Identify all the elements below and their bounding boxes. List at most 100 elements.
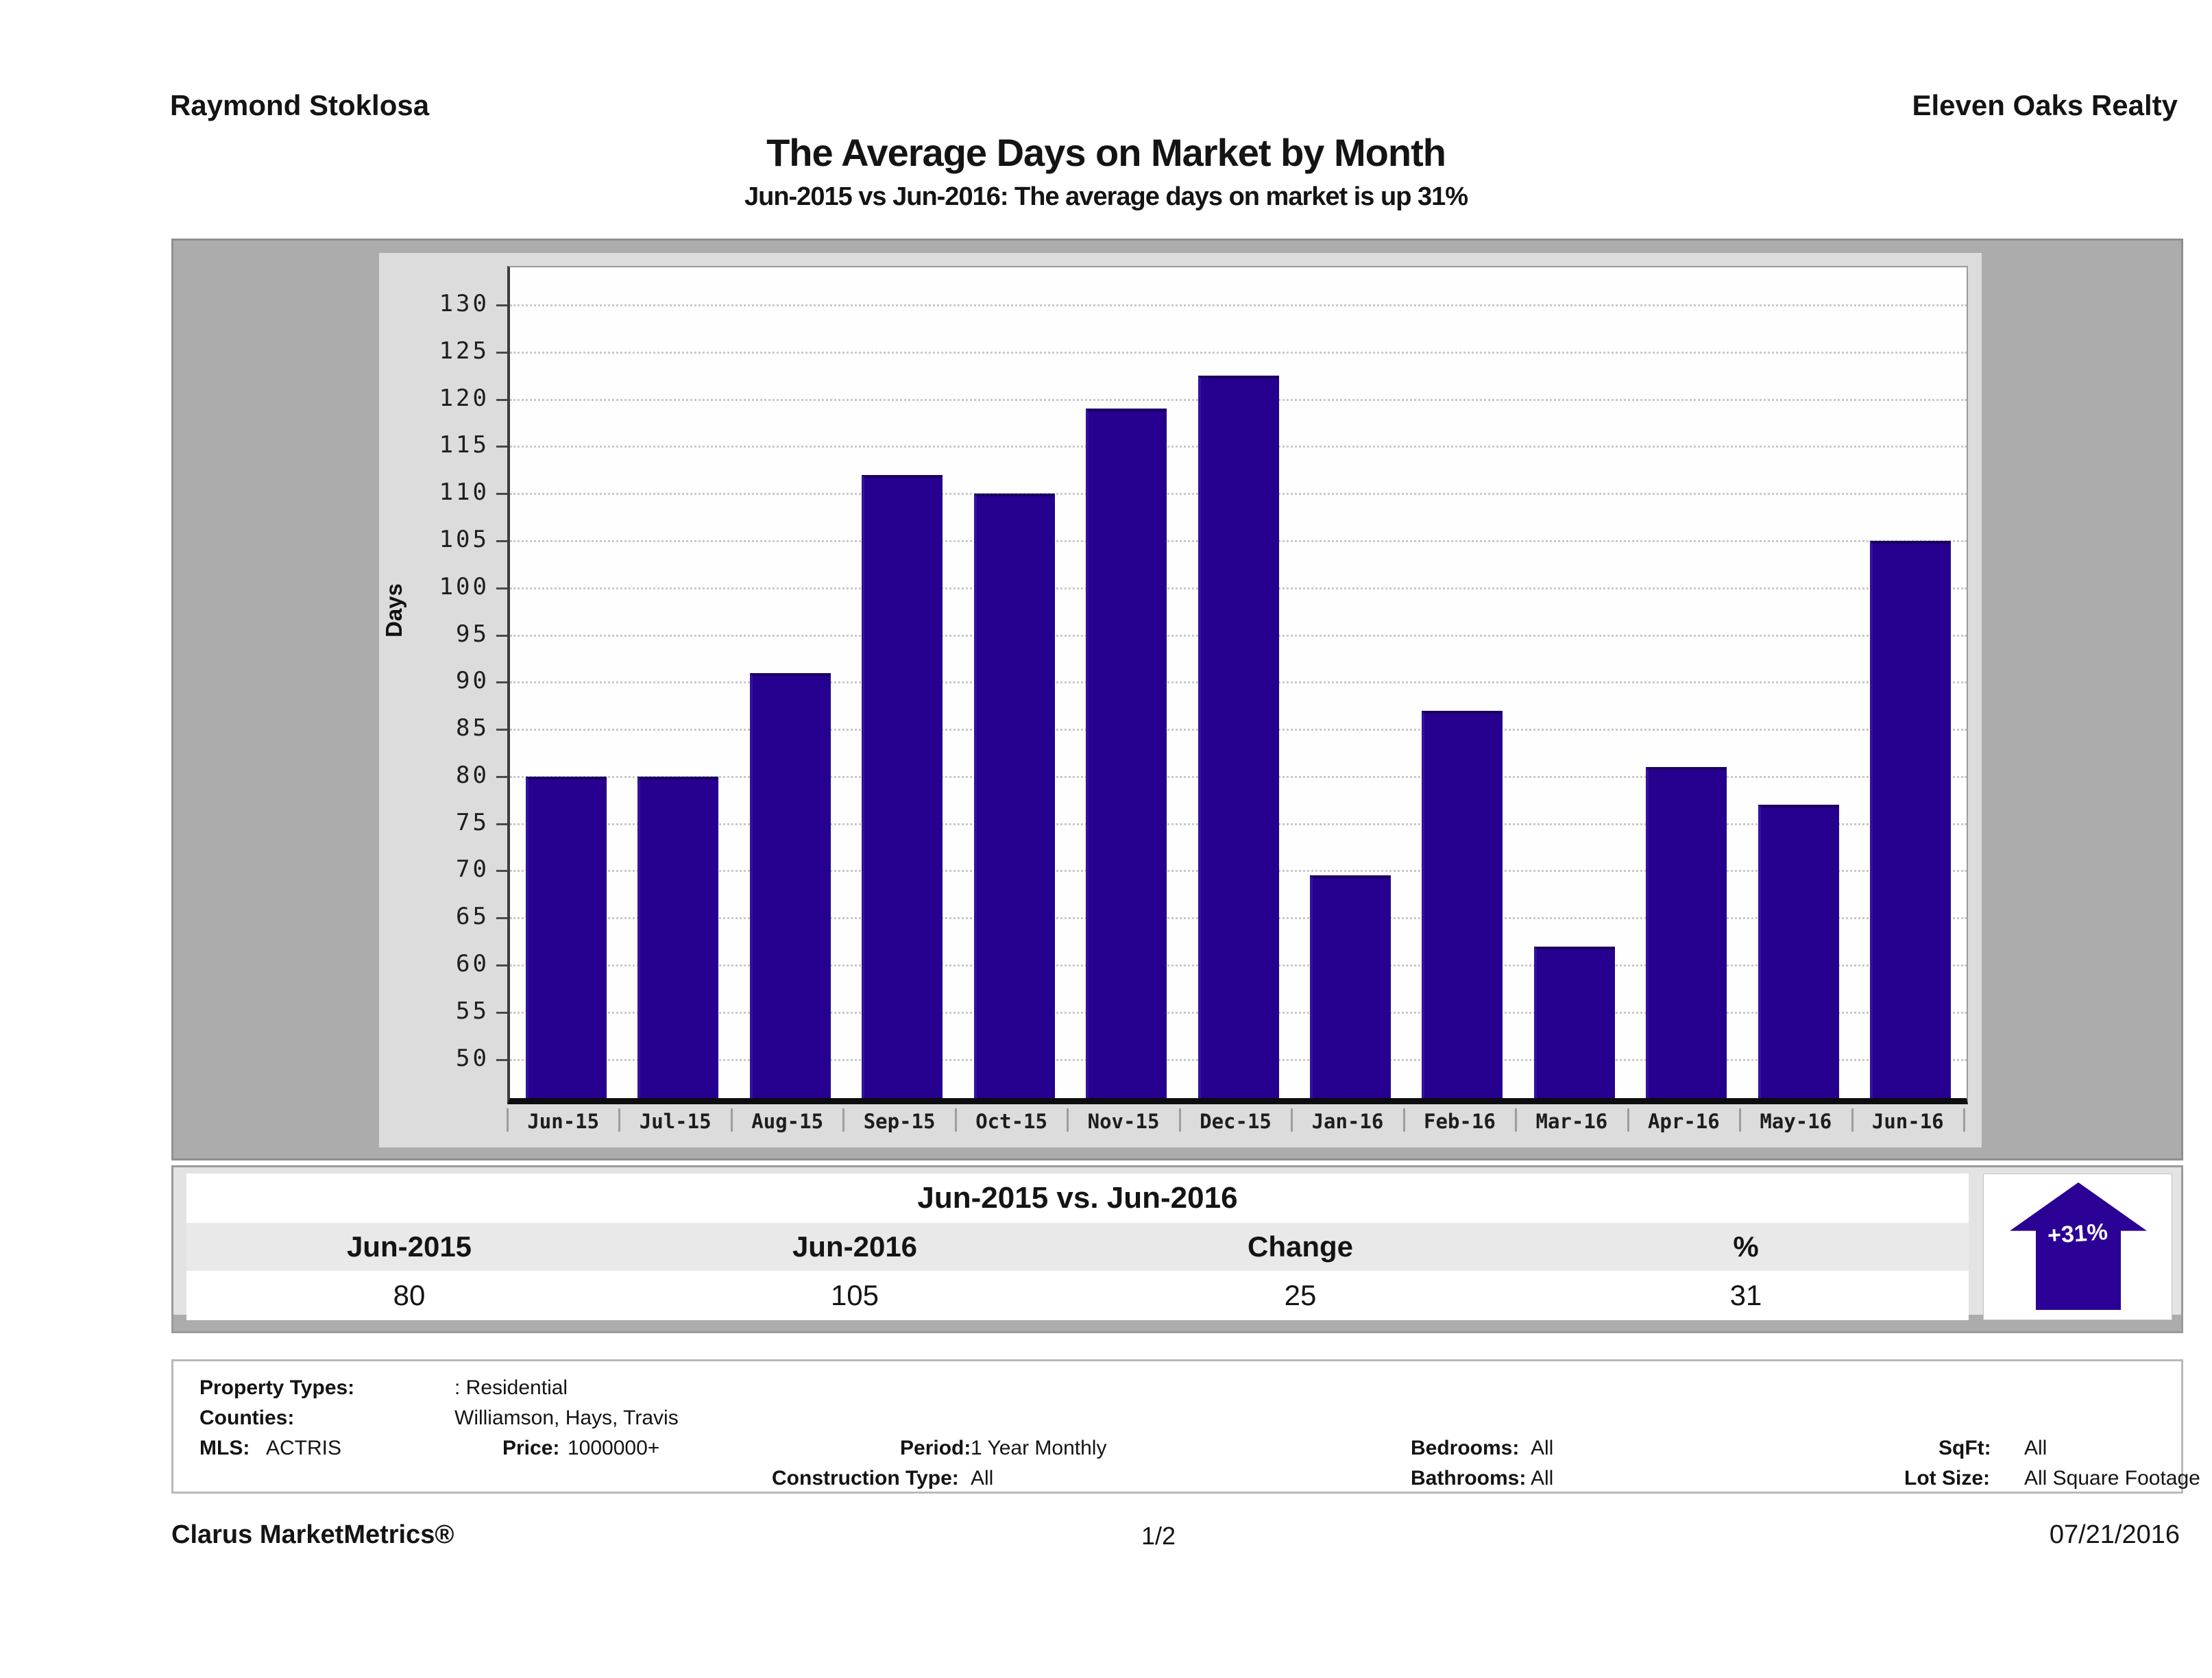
price-label: Price: xyxy=(502,1437,560,1459)
counties-label: Counties: xyxy=(199,1407,295,1429)
bar-Dec-15 xyxy=(1198,376,1279,1098)
x-tick-label-Mar-16: Mar-16 xyxy=(1535,1110,1608,1133)
bedrooms-value: All xyxy=(1531,1437,1554,1459)
y-tick-mark-110 xyxy=(496,493,507,496)
y-tick-mark-75 xyxy=(496,823,507,825)
y-tick-label-75: 75 xyxy=(456,808,489,836)
bar-Jan-16 xyxy=(1309,875,1391,1098)
bar-Jun-15 xyxy=(525,776,607,1098)
x-tick-label-Sep-15: Sep-15 xyxy=(863,1110,936,1133)
bar-Jun-16 xyxy=(1870,540,1952,1098)
price-value: 1000000+ xyxy=(568,1437,660,1459)
x-tick-label-Apr-16: Apr-16 xyxy=(1647,1110,1720,1133)
bar-May-16 xyxy=(1758,805,1839,1098)
x-tick-label-Nov-15: Nov-15 xyxy=(1087,1110,1160,1133)
x-tick-separator xyxy=(618,1108,621,1132)
lot-size-value: All Square Footage xyxy=(2024,1467,2200,1489)
page-title: The Average Days on Market by Month xyxy=(766,131,1446,174)
period-value: 1 Year Monthly xyxy=(971,1437,1107,1459)
y-tick-mark-125 xyxy=(496,351,507,354)
bathrooms-label: Bathrooms: xyxy=(1411,1467,1527,1489)
y-tick-mark-70 xyxy=(496,870,507,873)
sqft-value: All xyxy=(2024,1437,2047,1459)
y-tick-label-125: 125 xyxy=(439,337,489,365)
gridline-125 xyxy=(510,351,1967,354)
table-col-header-Jun-2016: Jun-2016 xyxy=(792,1230,918,1263)
bar-Aug-15 xyxy=(749,672,831,1098)
x-tick-label-Jul-15: Jul-15 xyxy=(639,1110,712,1133)
x-tick-separator xyxy=(1402,1108,1405,1132)
x-tick-label-Feb-16: Feb-16 xyxy=(1424,1110,1496,1133)
y-tick-mark-130 xyxy=(496,304,507,307)
construction-type-label: Construction Type: xyxy=(772,1467,959,1489)
lot-size-label: Lot Size: xyxy=(1904,1467,1990,1489)
x-tick-label-Oct-15: Oct-15 xyxy=(975,1110,1047,1133)
y-tick-label-95: 95 xyxy=(456,620,489,648)
bar-Sep-15 xyxy=(862,474,943,1098)
property-types-value: : Residential xyxy=(454,1376,568,1399)
y-tick-label-115: 115 xyxy=(439,431,489,459)
table-cell-value-Change: 25 xyxy=(1284,1279,1317,1311)
report-date: 07/21/2016 xyxy=(2049,1520,2180,1549)
bar-Oct-15 xyxy=(973,494,1055,1098)
y-tick-mark-95 xyxy=(496,634,507,637)
x-tick-separator xyxy=(1178,1108,1181,1132)
y-tick-label-80: 80 xyxy=(456,761,489,789)
x-tick-label-Jun-15: Jun-15 xyxy=(527,1110,600,1133)
agent-name: Raymond Stoklosa xyxy=(170,89,430,121)
table-col-header-Change: Change xyxy=(1247,1230,1353,1263)
x-tick-separator xyxy=(954,1108,957,1132)
y-tick-label-90: 90 xyxy=(456,667,489,695)
table-cell-value-Jun-2015: 80 xyxy=(393,1279,426,1311)
y-tick-mark-105 xyxy=(496,539,507,542)
mls-value: ACTRIS xyxy=(266,1437,342,1459)
comparison-table: Jun-2015 vs. Jun-2016 Jun-2015 Jun-2016 Ch… xyxy=(186,1174,1969,1320)
y-tick-label-55: 55 xyxy=(456,997,489,1025)
mls-label: MLS: xyxy=(199,1437,250,1459)
comparison-table-title: Jun-2015 vs. Jun-2016 xyxy=(186,1174,1969,1223)
table-cell-value-Jun-2016: 105 xyxy=(830,1279,879,1311)
y-tick-mark-55 xyxy=(496,1011,507,1014)
plot-area xyxy=(507,266,1968,1104)
x-tick-separator xyxy=(1739,1108,1742,1132)
y-tick-mark-90 xyxy=(496,681,507,684)
y-tick-label-130: 130 xyxy=(439,290,489,318)
x-tick-separator xyxy=(842,1108,845,1132)
table-col-header-%: % xyxy=(1733,1230,1759,1263)
bar-Mar-16 xyxy=(1533,946,1615,1098)
x-tick-separator xyxy=(1515,1108,1518,1132)
bedrooms-label: Bedrooms: xyxy=(1411,1437,1520,1459)
x-tick-label-Jan-16: Jan-16 xyxy=(1311,1110,1384,1133)
x-tick-separator xyxy=(1067,1108,1069,1132)
y-tick-mark-60 xyxy=(496,964,507,967)
y-tick-label-50: 50 xyxy=(456,1044,489,1072)
bar-Jul-15 xyxy=(637,776,719,1098)
y-tick-mark-50 xyxy=(496,1058,507,1061)
property-types-label: Property Types: xyxy=(199,1376,355,1399)
table-cell-value-%: 31 xyxy=(1729,1279,1762,1311)
y-tick-mark-100 xyxy=(496,587,507,589)
x-tick-separator xyxy=(1851,1108,1854,1132)
bar-Feb-16 xyxy=(1422,710,1503,1098)
filters-box: Property Types: : Residential Counties: … xyxy=(171,1359,2200,1494)
y-tick-label-70: 70 xyxy=(456,855,489,884)
company-name: Eleven Oaks Realty xyxy=(1912,89,2178,121)
x-tick-separator xyxy=(507,1108,509,1132)
y-tick-mark-85 xyxy=(496,729,507,731)
y-tick-label-100: 100 xyxy=(439,572,489,600)
gridline-130 xyxy=(510,304,1967,307)
x-tick-separator xyxy=(1627,1108,1629,1132)
bathrooms-value: All xyxy=(1531,1467,1554,1489)
x-tick-separator xyxy=(1963,1108,1965,1132)
comparison-table-value-row: 80 105 25 31 xyxy=(186,1271,1969,1320)
y-tick-label-85: 85 xyxy=(456,714,489,742)
x-tick-separator xyxy=(730,1108,733,1132)
x-tick-label-Dec-15: Dec-15 xyxy=(1200,1110,1272,1133)
x-tick-label-Aug-15: Aug-15 xyxy=(751,1110,824,1133)
brand-name: Clarus MarketMetrics® xyxy=(171,1520,454,1549)
y-tick-label-110: 110 xyxy=(439,478,489,507)
x-tick-label-Jun-16: Jun-16 xyxy=(1871,1110,1944,1133)
construction-type-value: All xyxy=(971,1467,994,1489)
bar-Nov-15 xyxy=(1086,409,1167,1098)
